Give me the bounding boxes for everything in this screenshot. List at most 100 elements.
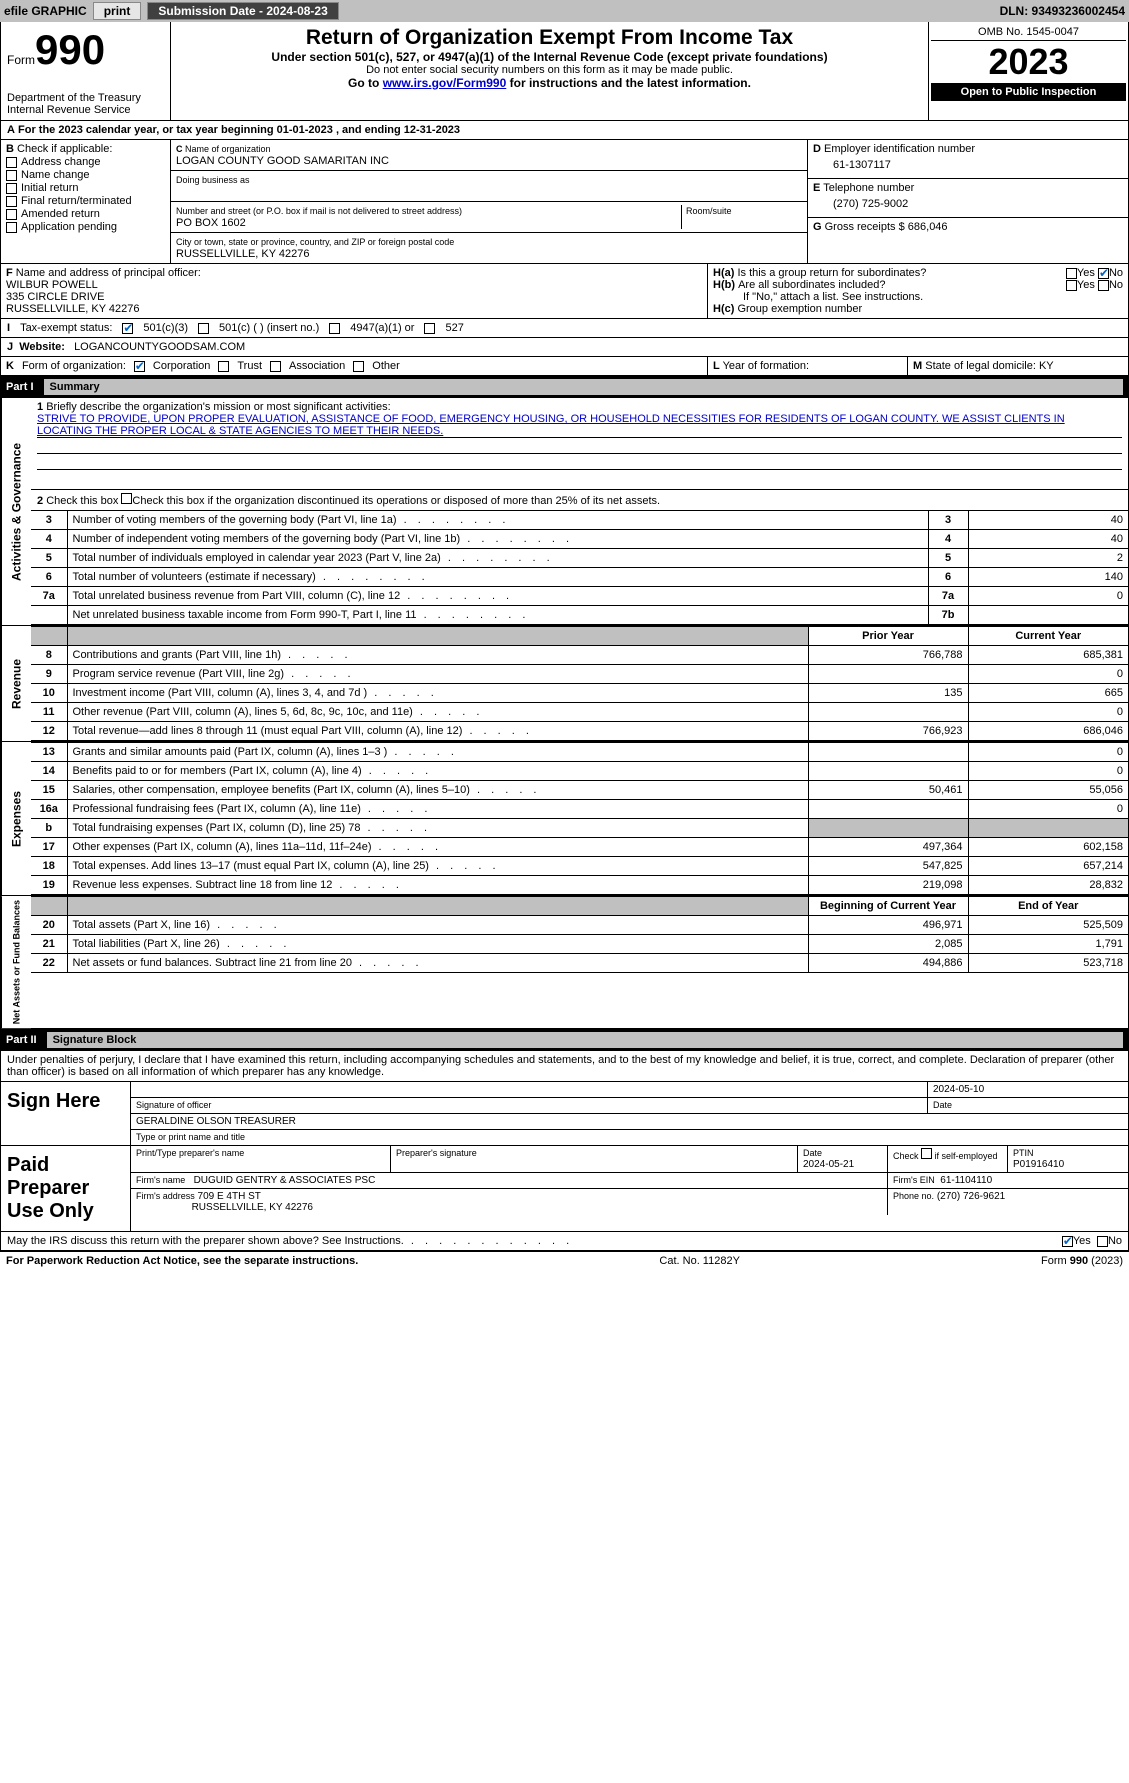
ha-yes-checkbox[interactable] [1066, 268, 1077, 279]
no-label: No [1109, 267, 1123, 279]
self-employed-checkbox[interactable] [921, 1148, 932, 1159]
box-h: H(a) Is this a group return for subordin… [708, 264, 1128, 318]
net-table: Beginning of Current YearEnd of Year20To… [31, 896, 1128, 973]
paperwork-notice: For Paperwork Reduction Act Notice, see … [6, 1255, 358, 1267]
firm-name: DUGUID GENTRY & ASSOCIATES PSC [194, 1175, 376, 1186]
sig-date-val: 2024-05-10 [933, 1084, 984, 1095]
firm-name-label: Firm's name [136, 1175, 185, 1185]
firm-addr2: RUSSELLVILLE, KY 42276 [192, 1202, 313, 1213]
dln-label: DLN: 93493236002454 [1000, 4, 1125, 18]
website-label: Website: [19, 341, 65, 353]
boxb-item-label: Final return/terminated [21, 195, 132, 207]
part1-header: Part I Summary [0, 376, 1129, 398]
label-m: M [913, 360, 922, 372]
gross-label: Gross receipts $ [825, 221, 905, 233]
expenses-section: Expenses 13Grants and similar amounts pa… [0, 742, 1129, 896]
top-bar: efile GRAPHIC print Submission Date - 20… [0, 0, 1129, 22]
firm-addr-label: Firm's address [136, 1191, 195, 1201]
assoc-checkbox[interactable] [270, 361, 281, 372]
hb-no-checkbox[interactable] [1098, 280, 1109, 291]
boxb-item: Amended return [6, 208, 165, 220]
data-line: 15Salaries, other compensation, employee… [31, 781, 1128, 800]
data-line: 17Other expenses (Part IX, column (A), l… [31, 838, 1128, 857]
irs-link[interactable]: www.irs.gov/Form990 [383, 76, 507, 90]
other-checkbox[interactable] [353, 361, 364, 372]
boxb-checkbox[interactable] [6, 209, 17, 220]
officer-addr2: RUSSELLVILLE, KY 42276 [6, 303, 140, 315]
cat-no: Cat. No. 11282Y [659, 1255, 740, 1267]
form-number: 990 [35, 26, 105, 73]
box-b-label: Check if applicable: [17, 143, 112, 155]
boxb-checkbox[interactable] [6, 170, 17, 181]
data-line: 14Benefits paid to or for members (Part … [31, 762, 1128, 781]
irs-label: Internal Revenue Service [7, 104, 164, 116]
gross-value: 686,046 [908, 221, 948, 233]
discuss-text: May the IRS discuss this return with the… [7, 1235, 404, 1247]
line2-text: Check this box if the organization disco… [132, 495, 660, 507]
org-name: LOGAN COUNTY GOOD SAMARITAN INC [176, 155, 389, 167]
boxb-checkbox[interactable] [6, 196, 17, 207]
form-org-label: Form of organization: [22, 360, 126, 372]
part1-title: Summary [44, 379, 1123, 395]
label-f: F [6, 267, 13, 279]
label-i: I [7, 322, 10, 334]
discuss-yes-checkbox[interactable] [1062, 1236, 1073, 1247]
label-k: K [6, 360, 14, 372]
efile-label: efile GRAPHIC [4, 4, 87, 18]
discuss-row: May the IRS discuss this return with the… [0, 1232, 1129, 1251]
prep-date-label: Date [803, 1148, 822, 1158]
boxb-item: Initial return [6, 182, 165, 194]
yes-label: Yes [1077, 267, 1095, 279]
form-title: Return of Organization Exempt From Incom… [177, 26, 922, 50]
prep-phone: (270) 726-9621 [937, 1191, 1005, 1202]
boxb-item-label: Name change [21, 169, 90, 181]
box-f: F Name and address of principal officer:… [1, 264, 708, 318]
firm-ein-label: Firm's EIN [893, 1175, 935, 1185]
ein-value: 61-1307117 [813, 155, 1123, 175]
box-j: J Website: LOGANCOUNTYGOODSAM.COM [0, 338, 1129, 357]
year-formation: Year of formation: [723, 360, 809, 372]
line2-checkbox[interactable] [121, 493, 132, 504]
boxb-item: Final return/terminated [6, 195, 165, 207]
boxb-checkbox[interactable] [6, 222, 17, 233]
4947-checkbox[interactable] [329, 323, 340, 334]
data-line: 9Program service revenue (Part VIII, lin… [31, 665, 1128, 684]
page-footer: For Paperwork Reduction Act Notice, see … [0, 1251, 1129, 1270]
dba-label: Doing business as [176, 175, 250, 185]
527-checkbox[interactable] [424, 323, 435, 334]
submission-date: Submission Date - 2024-08-23 [147, 2, 338, 20]
boxb-checkbox[interactable] [6, 183, 17, 194]
boxb-item: Application pending [6, 221, 165, 233]
corp-checkbox[interactable] [134, 361, 145, 372]
boxb-item: Name change [6, 169, 165, 181]
street-label: Number and street (or P.O. box if mail i… [176, 206, 462, 216]
501c3-checkbox[interactable] [122, 323, 133, 334]
form-footer: Form 990 (2023) [1041, 1255, 1123, 1267]
omb-number: OMB No. 1545-0047 [931, 24, 1126, 41]
data-line: 13Grants and similar amounts paid (Part … [31, 743, 1128, 762]
label-l: L [713, 360, 720, 372]
data-line: 11Other revenue (Part VIII, column (A), … [31, 703, 1128, 722]
governance-table: 3Number of voting members of the governi… [31, 510, 1128, 625]
ha-no-checkbox[interactable] [1098, 268, 1109, 279]
boxb-item-label: Initial return [21, 182, 78, 194]
501c-checkbox[interactable] [198, 323, 209, 334]
data-line: 8Contributions and grants (Part VIII, li… [31, 646, 1128, 665]
paid-preparer-block: Paid Preparer Use Only Print/Type prepar… [0, 1146, 1129, 1232]
info-grid: B Check if applicable: Address changeNam… [0, 140, 1129, 264]
trust-checkbox[interactable] [218, 361, 229, 372]
governance-section: Activities & Governance 1 Briefly descri… [0, 398, 1129, 626]
discuss-no-checkbox[interactable] [1097, 1236, 1108, 1247]
part1-num: Part I [6, 381, 44, 393]
box-deg: D Employer identification number 61-1307… [808, 140, 1128, 263]
prep-phone-label: Phone no. [893, 1191, 934, 1201]
print-button[interactable]: print [93, 2, 142, 20]
street-value: PO BOX 1602 [176, 217, 246, 229]
governance-line: 3Number of voting members of the governi… [31, 511, 1128, 530]
open-inspection: Open to Public Inspection [931, 83, 1126, 101]
goto-label: Go to [348, 76, 379, 90]
hb-yes-checkbox[interactable] [1066, 280, 1077, 291]
state-domicile: State of legal domicile: KY [925, 360, 1053, 372]
mission-label: Briefly describe the organization's miss… [46, 401, 390, 413]
boxb-checkbox[interactable] [6, 157, 17, 168]
